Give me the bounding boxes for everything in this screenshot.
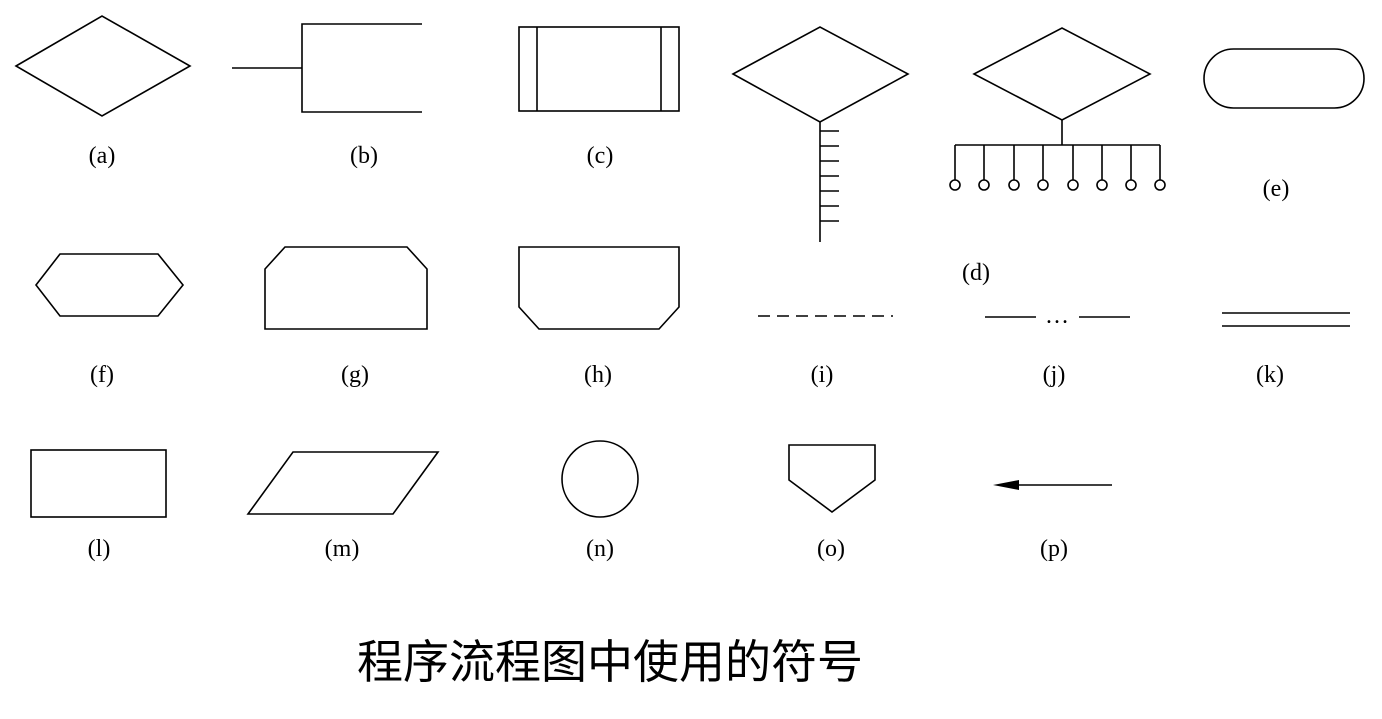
arrowhead-icon [993, 480, 1019, 490]
label-m: (m) [325, 536, 360, 562]
symbol-g-loop-start: (g) [264, 246, 428, 388]
connector-circle [561, 440, 639, 518]
symbol-b-annotation: (b) [232, 23, 422, 169]
branch-terminal [1096, 179, 1108, 191]
label-b: (b) [350, 143, 378, 169]
label-j: (j) [1043, 362, 1066, 388]
symbol-m-input-output: (m) [246, 451, 440, 562]
predefined-process-box [518, 26, 680, 112]
loop-end-shape [518, 246, 680, 330]
hexagon-shape [34, 253, 185, 317]
symbol-i-dashed-line: (i) [758, 315, 893, 388]
label-o: (o) [817, 536, 845, 562]
diagram-caption: 程序流程图中使用的符号 [357, 635, 863, 689]
branch-terminal [1067, 179, 1079, 191]
branch-terminal [1125, 179, 1137, 191]
branch-terminal [1154, 179, 1166, 191]
label-l: (l) [88, 536, 111, 562]
offpage-connector-shape [788, 444, 876, 513]
branch-comb-ticks [820, 130, 839, 222]
label-n: (n) [586, 536, 614, 562]
symbol-a-decision: (a) [14, 15, 192, 169]
parallelogram-shape [246, 451, 440, 515]
label-d: (d) [962, 260, 990, 286]
label-c: (c) [587, 143, 614, 169]
symbol-p-flow-line: (p) [993, 480, 1112, 562]
label-p: (p) [1040, 536, 1068, 562]
symbol-d-multiway-branch-bus: (d) [949, 27, 1166, 286]
branch-terminal [978, 179, 990, 191]
label-h: (h) [584, 362, 612, 388]
symbol-f-preparation: (f) [34, 253, 185, 388]
branch-terminal [1008, 179, 1020, 191]
label-a: (a) [89, 143, 116, 169]
branch-terminal [1037, 179, 1049, 191]
symbol-e-terminator: (e) [1203, 48, 1365, 202]
label-k: (k) [1256, 362, 1284, 388]
symbol-n-connector: (n) [561, 440, 639, 562]
branch-drops [949, 145, 1166, 191]
label-f: (f) [90, 362, 114, 388]
annotation-bracket [301, 23, 422, 113]
label-g: (g) [341, 362, 369, 388]
loop-start-shape [264, 246, 428, 330]
label-i: (i) [811, 362, 834, 388]
branch-diamond [731, 26, 910, 123]
terminator-shape [1203, 48, 1365, 109]
branch-terminal [949, 179, 961, 191]
branch-diamond [972, 27, 1152, 121]
label-e: (e) [1263, 176, 1290, 202]
symbol-o-offpage-connector: (o) [788, 444, 876, 562]
symbol-c-predefined-process: (c) [518, 26, 680, 169]
symbol-k-parallel-mode: (k) [1222, 312, 1350, 388]
diamond-shape [14, 15, 192, 117]
symbol-h-loop-end: (h) [518, 246, 680, 388]
symbol-d-multiway-branch-comb [731, 26, 910, 242]
process-rectangle [30, 449, 167, 518]
ellipsis-glyph: … [1045, 303, 1069, 329]
symbol-l-process: (l) [30, 449, 167, 562]
symbol-j-ellipsis: … (j) [985, 303, 1130, 388]
